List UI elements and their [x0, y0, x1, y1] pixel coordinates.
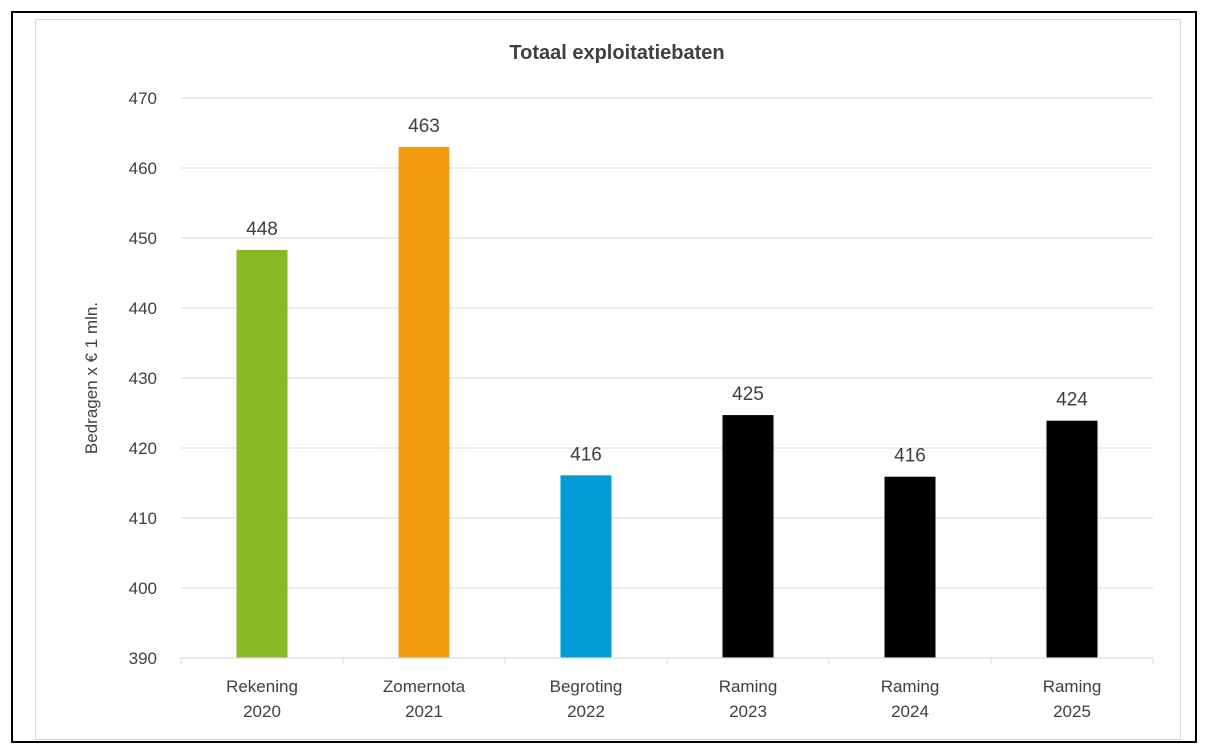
x-tick-label: Zomernota [383, 677, 466, 696]
y-tick-label: 460 [129, 159, 157, 178]
x-tick-label: 2025 [1053, 702, 1091, 721]
x-axis: Rekening 2020 Zomernota 2021 Begroting 2022 Ra… [180, 657, 1154, 721]
x-tick-label: 2024 [891, 702, 929, 721]
y-tick-label: 430 [129, 369, 157, 388]
data-labels: 448 463 416 425 416 424 [246, 116, 1088, 467]
bar [884, 476, 936, 658]
x-tick-label: Raming [1043, 677, 1102, 696]
bar [722, 415, 774, 658]
x-tick-label: Rekening [226, 677, 298, 696]
x-tick-label: Begroting [550, 677, 623, 696]
gridlines [181, 97, 1153, 589]
bar [560, 475, 612, 658]
bar [1046, 420, 1098, 658]
bars [236, 147, 1098, 658]
chart-title: Totaal exploitatiebaten [509, 42, 724, 64]
data-label: 416 [570, 444, 602, 465]
y-tick-label: 440 [129, 299, 157, 318]
y-axis-label: Bedragen x € 1 mln. [82, 302, 101, 454]
x-tick-label: 2023 [729, 702, 767, 721]
y-tick-label: 400 [129, 579, 157, 598]
data-label: 424 [1056, 390, 1088, 411]
y-tick-label: 390 [129, 649, 157, 668]
x-tick-label: 2020 [243, 702, 281, 721]
y-axis-ticks: 390 400 410 420 430 440 450 460 470 [129, 89, 157, 668]
y-tick-label: 470 [129, 89, 157, 108]
data-label: 416 [894, 446, 926, 467]
y-tick-label: 410 [129, 509, 157, 528]
x-tick-label: 2022 [567, 702, 605, 721]
x-tick-label: 2021 [405, 702, 443, 721]
x-tick-label: Raming [719, 677, 778, 696]
y-tick-label: 450 [129, 229, 157, 248]
x-tick-label: Raming [881, 677, 940, 696]
data-label: 448 [246, 219, 278, 240]
bar [236, 249, 288, 658]
data-label: 463 [408, 116, 440, 137]
y-tick-label: 420 [129, 439, 157, 458]
bar [398, 147, 450, 658]
data-label: 425 [732, 384, 764, 405]
